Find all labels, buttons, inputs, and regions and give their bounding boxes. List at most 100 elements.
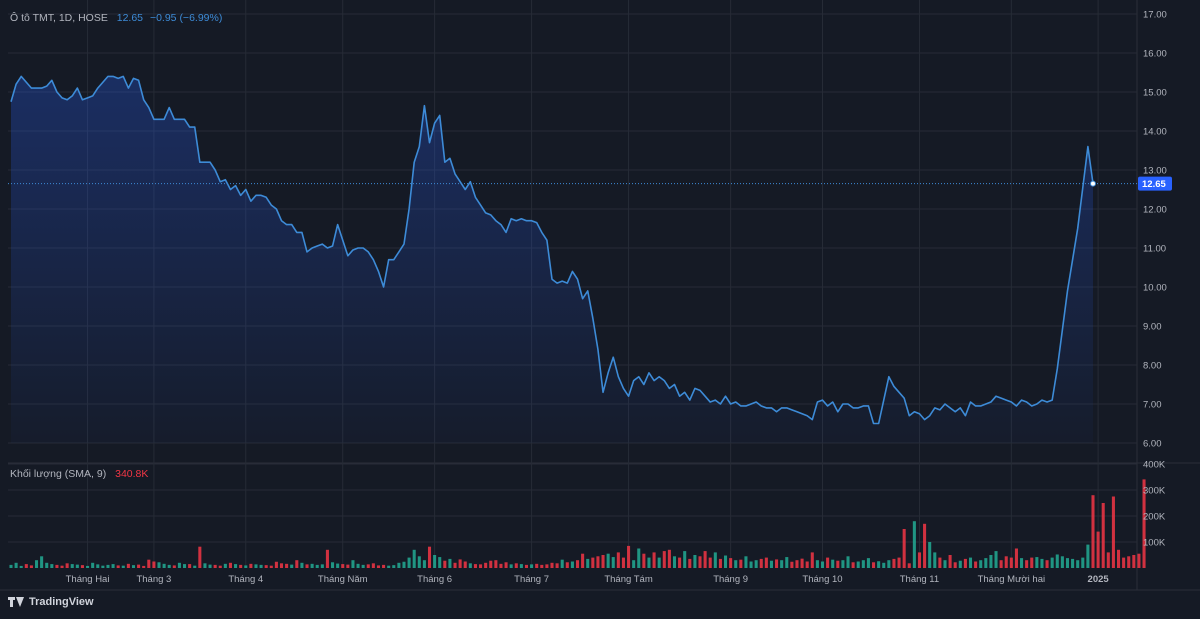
volume-bar — [9, 564, 13, 568]
volume-bar — [290, 564, 294, 568]
volume-bar — [769, 560, 773, 568]
time-tick-label: Tháng Mười hai — [978, 574, 1046, 585]
volume-bar — [331, 562, 335, 568]
volume-bar — [208, 564, 212, 568]
volume-bar — [65, 563, 69, 568]
volume-bar — [407, 557, 411, 568]
time-tick-label: Tháng 3 — [136, 574, 171, 585]
volume-bar — [427, 546, 432, 568]
tradingview-brand[interactable]: TradingView — [8, 596, 94, 608]
volume-bar — [856, 561, 860, 568]
volume-bar — [683, 551, 687, 568]
volume-bar — [877, 561, 881, 568]
volume-bar — [203, 563, 207, 568]
volume-bar — [616, 552, 620, 568]
volume-bar — [815, 560, 819, 568]
volume-bar — [96, 564, 100, 568]
volume-bar — [1014, 548, 1018, 568]
volume-bar — [647, 557, 651, 568]
volume-bar — [433, 555, 437, 568]
last-price-marker — [1090, 180, 1096, 187]
volume-bar — [994, 551, 998, 568]
volume-bar — [336, 563, 340, 568]
price-area-fill — [11, 76, 1093, 444]
volume-bar — [147, 559, 151, 568]
time-tick-label: Tháng 9 — [713, 574, 748, 585]
price-tick-label: 16.00 — [1143, 49, 1167, 60]
volume-bar — [739, 559, 743, 568]
volume-bar — [519, 564, 523, 568]
volume-bar — [172, 565, 176, 568]
volume-bar — [40, 556, 44, 568]
volume-bar — [902, 529, 906, 568]
volume-bar — [892, 558, 896, 568]
volume-bar — [989, 555, 993, 568]
volume-bar — [846, 556, 850, 568]
volume-bar — [621, 557, 625, 568]
axes: 6.00 7.00 8.00 9.00 10.00 11.00 12.00 13.00 14.0… — [66, 10, 1172, 585]
price-tick-label: 7.00 — [1143, 400, 1162, 411]
time-tick-label: Tháng 10 — [802, 574, 842, 585]
volume-bar — [131, 565, 136, 568]
volume-bar — [402, 561, 406, 568]
volume-bar — [167, 564, 171, 568]
volume-bar — [494, 560, 498, 568]
volume-bar — [759, 558, 763, 568]
volume-bar — [1091, 495, 1095, 568]
volume-bar — [820, 561, 825, 568]
volume-bar — [19, 565, 23, 568]
volume-bar — [708, 557, 712, 568]
volume-bar — [560, 559, 564, 568]
volume-bar — [468, 563, 472, 568]
time-tick-label: Tháng 4 — [228, 574, 263, 585]
volume-bar — [713, 552, 717, 568]
volume-bar — [121, 565, 125, 568]
time-tick-label: Tháng 11 — [900, 574, 939, 585]
volume-bar — [591, 557, 595, 568]
volume-bar — [1086, 544, 1090, 568]
volume-bar — [279, 563, 284, 568]
time-tick-label: Tháng Năm — [318, 574, 368, 585]
volume-bar — [1020, 558, 1024, 568]
volume-bar — [116, 565, 120, 568]
volume-bar — [999, 560, 1003, 568]
volume-bar — [785, 557, 789, 568]
volume-bar — [259, 564, 263, 568]
volume-bar — [463, 561, 467, 568]
volume-bar — [974, 561, 978, 568]
volume-tick-label: 400K — [1143, 460, 1166, 471]
volume-bar — [841, 560, 845, 568]
volume-bar — [223, 563, 227, 568]
volume-bar — [933, 552, 937, 568]
volume-bar — [152, 561, 156, 568]
volume-bar — [744, 556, 748, 568]
time-tick-label: Tháng 7 — [514, 574, 549, 585]
volume-bar — [826, 557, 830, 568]
volume-bar — [703, 551, 707, 568]
volume-bar — [1035, 557, 1039, 568]
volume-bar — [729, 558, 733, 568]
volume-bar — [453, 562, 457, 568]
volume-bar — [499, 563, 503, 568]
volume-bar — [101, 565, 105, 568]
last-value: 12.65 — [116, 12, 144, 24]
volume-bar — [285, 563, 289, 568]
volume-bar — [448, 558, 452, 568]
volume-bar — [157, 562, 161, 568]
volume-tick-label: 100K — [1143, 538, 1166, 549]
volume-bar — [305, 564, 309, 568]
volume-bar — [126, 563, 130, 568]
volume-bar — [984, 558, 988, 568]
volume-bar — [24, 564, 28, 568]
volume-bar — [422, 560, 426, 568]
volume-bar — [795, 560, 799, 568]
volume-bar — [188, 564, 192, 568]
volume-bar — [1137, 553, 1141, 568]
price-area — [8, 75, 1137, 444]
volume-bar — [1004, 556, 1008, 568]
volume-bar — [106, 564, 110, 568]
volume-bar — [1106, 552, 1110, 568]
volume-bar — [1132, 555, 1136, 568]
volume-bar — [320, 564, 324, 568]
